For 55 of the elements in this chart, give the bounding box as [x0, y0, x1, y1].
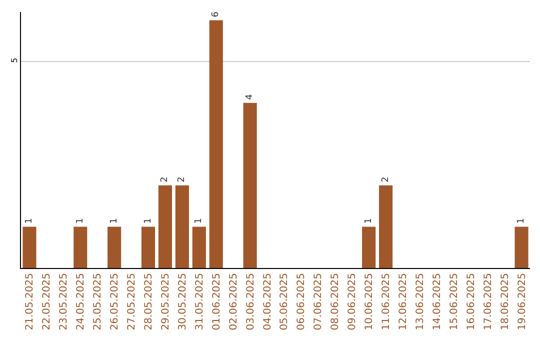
- bar: [379, 185, 393, 268]
- bar: [175, 185, 189, 268]
- data-label: 2: [160, 176, 170, 182]
- x-tick-label: 10.06.2025: [364, 273, 376, 330]
- x-tick-label: 17.06.2025: [482, 273, 494, 330]
- x-tick-label: 18.06.2025: [500, 273, 511, 330]
- x-tick-label: 28.05.2025: [144, 273, 154, 330]
- data-label: 1: [24, 218, 34, 224]
- data-label: 1: [75, 218, 86, 224]
- x-tick-label: 22.05.2025: [42, 273, 53, 330]
- x-tick-label: 05.06.2025: [279, 273, 290, 330]
- x-tick-label: 08.06.2025: [330, 273, 342, 330]
- x-tick-label: 31.05.2025: [194, 273, 206, 330]
- bar: [108, 226, 122, 268]
- data-label: 1: [364, 218, 374, 224]
- x-tick-label: 12.06.2025: [398, 273, 409, 330]
- bar: [141, 226, 156, 268]
- bar: [243, 102, 257, 268]
- x-tick-label: 27.05.2025: [126, 273, 138, 330]
- x-tick-label: 09.06.2025: [347, 273, 358, 330]
- x-tick-label: 13.06.2025: [414, 273, 426, 330]
- data-label: 2: [380, 176, 391, 182]
- bar: [192, 226, 206, 268]
- x-tick-label: 02.06.2025: [228, 273, 240, 330]
- x-tick-label: 23.05.2025: [58, 273, 70, 330]
- bar: [158, 185, 172, 268]
- bar: [514, 226, 528, 268]
- x-tick-label: 16.06.2025: [466, 273, 477, 330]
- data-label: 6: [211, 11, 222, 18]
- data-label: 4: [245, 94, 256, 100]
- data-label: 1: [516, 218, 527, 224]
- data-label: 2: [177, 176, 188, 182]
- x-tick-label: 07.06.2025: [313, 273, 324, 330]
- bar: [362, 226, 376, 268]
- x-tick-label: 30.05.2025: [177, 273, 188, 330]
- x-tick-label: 11.06.2025: [381, 273, 392, 330]
- bar: [209, 20, 223, 268]
- x-tick-label: 04.06.2025: [262, 273, 274, 330]
- x-tick-label: 14.06.2025: [432, 273, 443, 330]
- x-tick-label: 19.06.2025: [516, 273, 528, 330]
- data-label: 1: [109, 218, 120, 224]
- data-label: 1: [194, 218, 204, 224]
- x-tick-label: 26.05.2025: [110, 273, 121, 330]
- bar: [74, 226, 88, 268]
- x-tick-label: 15.06.2025: [448, 273, 460, 330]
- bar: [22, 226, 36, 268]
- data-label: 1: [143, 218, 154, 224]
- x-tick-label: 06.06.2025: [296, 273, 308, 330]
- x-tick-label: 01.06.2025: [211, 273, 222, 330]
- x-tick-label: 25.05.2025: [92, 273, 104, 330]
- y-tick-label: 5: [10, 58, 19, 63]
- x-tick-label: 24.05.2025: [76, 273, 87, 330]
- x-tick-label: 21.05.2025: [24, 273, 36, 330]
- x-tick-label: 29.05.2025: [160, 273, 172, 330]
- x-tick-label: 03.06.2025: [245, 273, 256, 330]
